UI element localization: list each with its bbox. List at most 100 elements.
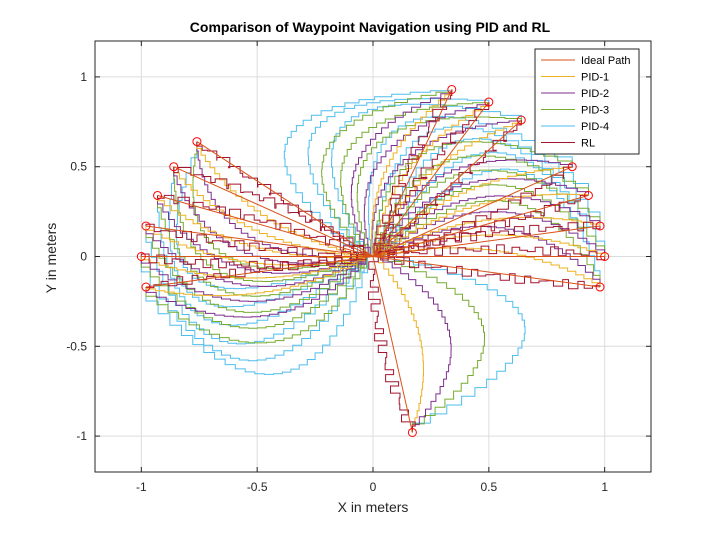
- series-path: [140, 256, 373, 279]
- series-path: [373, 195, 601, 257]
- waypoint-markers: [136, 84, 610, 437]
- waypoint-marker: [169, 162, 179, 172]
- waypoint-marker: [600, 252, 610, 261]
- series-path: [372, 256, 601, 288]
- waypoint-marker: [447, 84, 457, 94]
- series-path: [373, 200, 601, 287]
- series-path: [373, 102, 490, 257]
- waypoint-marker: [141, 282, 151, 292]
- waypoint-marker: [567, 162, 577, 172]
- x-tick-label: 0: [370, 480, 377, 494]
- series-path: [140, 256, 373, 329]
- series-path: [368, 256, 416, 433]
- waypoint-marker: [136, 252, 146, 261]
- x-tick-label: 0.5: [480, 480, 497, 494]
- series-path: [372, 194, 589, 257]
- x-tick-label: 1: [601, 480, 608, 494]
- series-path: [373, 159, 573, 257]
- legend-box: [534, 48, 640, 155]
- series-path: [356, 116, 522, 257]
- series-path: [283, 89, 453, 257]
- series-path: [373, 166, 573, 257]
- legend-label: PID-1: [581, 72, 609, 84]
- waypoint-marker: [141, 221, 151, 231]
- series-path: [145, 256, 373, 375]
- series-path: [173, 166, 373, 257]
- y-axis-label: Y in meters: [43, 223, 59, 294]
- series-path: [373, 256, 601, 290]
- x-axis-label: X in meters: [338, 499, 409, 515]
- series-path: [371, 89, 453, 257]
- series-path: [372, 89, 453, 257]
- series-path: [145, 225, 374, 257]
- y-tick-label: 0: [80, 250, 87, 264]
- series-path: [145, 226, 373, 313]
- series-path: [145, 226, 373, 345]
- series-path: [157, 195, 373, 259]
- series-path: [371, 120, 522, 257]
- series-path: [196, 141, 373, 257]
- legend-label: PID-3: [581, 105, 609, 117]
- waypoint-marker: [595, 221, 605, 231]
- series-path: [373, 141, 573, 257]
- series-path: [173, 166, 374, 257]
- series-path: [196, 141, 374, 257]
- series-path: [157, 194, 374, 257]
- series-path: [157, 195, 373, 297]
- series-path: [373, 256, 452, 433]
- series-path: [373, 234, 606, 257]
- waypoint-marker: [153, 190, 163, 200]
- y-tick-label: 1: [80, 70, 87, 84]
- waypoint-marker: [583, 190, 593, 200]
- series-path: [145, 223, 373, 261]
- waypoint-marker: [516, 115, 526, 125]
- y-tick-label: 0.5: [70, 160, 87, 174]
- series-pid-3: [140, 89, 606, 433]
- series-path: [373, 226, 601, 287]
- y-tick-label: -1: [76, 429, 87, 443]
- legend-label: PID-2: [581, 88, 609, 100]
- waypoint-marker: [192, 137, 202, 147]
- legend-label: Ideal Path: [581, 55, 631, 67]
- legend: Ideal Path PID-1 PID-2 PID-3 PID-4 RL: [534, 48, 640, 155]
- series-path: [145, 256, 373, 344]
- series-path: [368, 115, 573, 257]
- series-path: [145, 253, 373, 289]
- series-path: [140, 253, 373, 270]
- series-path: [373, 256, 424, 433]
- series-path: [373, 178, 589, 257]
- series-path: [373, 256, 526, 433]
- series-path: [373, 193, 589, 257]
- series-path: [145, 256, 373, 318]
- series-path: [173, 166, 373, 282]
- waypoint-marker: [407, 427, 417, 437]
- series-path: [145, 256, 373, 297]
- series-path: [372, 225, 601, 257]
- x-tick-label: -1: [136, 480, 147, 494]
- series-path: [145, 226, 373, 266]
- x-tick-label: -0.5: [247, 480, 268, 494]
- waypoint-marker: [484, 97, 494, 107]
- series-path: [373, 256, 485, 433]
- y-tick-label: -0.5: [66, 339, 87, 353]
- chart-title: Comparison of Waypoint Navigation using …: [190, 19, 551, 35]
- series-path: [173, 166, 373, 257]
- series-path: [372, 101, 490, 257]
- ticks: -1 -0.5 0 0.5 1 -1 -0.5 0 0.5 1: [66, 41, 651, 494]
- series-path: [363, 102, 490, 257]
- legend-label: RL: [581, 138, 595, 150]
- series-path: [373, 244, 606, 261]
- series-path: [373, 216, 601, 257]
- series-path: [373, 221, 601, 258]
- series-path: [196, 141, 373, 257]
- series-path: [373, 168, 601, 287]
- series-path: [372, 119, 522, 257]
- series-path: [372, 256, 413, 433]
- series-path: [373, 247, 601, 287]
- series-ideal-path: [141, 89, 605, 433]
- series-path: [373, 120, 522, 257]
- series-path: [145, 256, 374, 288]
- series-path: [373, 126, 589, 257]
